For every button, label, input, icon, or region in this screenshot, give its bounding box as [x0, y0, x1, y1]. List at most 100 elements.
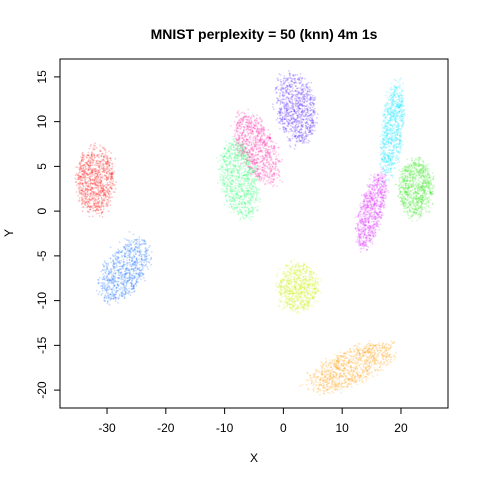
data-point: [255, 195, 258, 198]
data-point: [91, 197, 94, 200]
data-point: [102, 269, 104, 271]
data-point: [230, 148, 232, 150]
data-point: [78, 178, 80, 181]
data-point: [115, 290, 118, 293]
data-point: [89, 164, 92, 167]
data-point: [275, 87, 277, 89]
data-point: [83, 172, 86, 174]
data-point: [242, 144, 245, 147]
data-point: [80, 159, 83, 162]
data-point: [117, 284, 120, 287]
data-point: [83, 171, 86, 174]
data-point: [298, 81, 301, 84]
data-point: [93, 204, 95, 207]
data-point: [117, 268, 119, 271]
data-point: [255, 118, 258, 120]
data-point: [84, 193, 87, 196]
data-point: [255, 154, 258, 157]
data-point: [310, 122, 313, 124]
data-point: [111, 177, 113, 180]
data-point: [97, 201, 99, 204]
data-point: [251, 215, 254, 218]
data-point: [252, 173, 255, 176]
data-point: [134, 283, 137, 285]
data-point: [399, 97, 401, 100]
data-point: [131, 249, 134, 252]
data-point: [125, 291, 127, 294]
data-point: [257, 130, 259, 133]
data-point: [145, 258, 148, 260]
data-point: [111, 289, 113, 291]
data-point: [262, 126, 265, 129]
data-point: [108, 277, 110, 280]
data-point: [124, 285, 127, 288]
data-point: [85, 172, 88, 175]
data-point: [111, 173, 113, 176]
data-point: [112, 295, 115, 298]
data-point: [399, 130, 401, 132]
data-point: [114, 291, 117, 294]
data-point: [77, 182, 80, 185]
data-point: [241, 147, 244, 149]
data-point: [110, 175, 113, 178]
data-point: [380, 123, 383, 126]
data-point: [98, 182, 101, 184]
data-point: [111, 171, 113, 174]
data-point: [96, 209, 99, 212]
data-point: [118, 293, 121, 296]
data-point: [111, 264, 114, 267]
data-point: [88, 180, 90, 182]
data-point: [222, 178, 225, 181]
data-point: [269, 172, 271, 175]
data-point: [258, 197, 260, 200]
data-point: [262, 180, 265, 183]
data-point: [110, 193, 112, 195]
data-point: [99, 206, 101, 209]
data-point: [394, 159, 397, 162]
data-point: [133, 274, 136, 277]
data-point: [125, 259, 128, 262]
data-point: [134, 260, 137, 263]
data-point: [122, 283, 125, 286]
data-point: [287, 85, 289, 87]
data-point: [258, 133, 261, 135]
data-point: [124, 237, 126, 240]
data-point: [81, 152, 84, 155]
data-point: [309, 126, 311, 129]
data-point: [127, 239, 129, 242]
data-point: [113, 279, 116, 282]
data-point: [108, 161, 111, 164]
data-point: [286, 105, 289, 108]
data-point: [119, 288, 122, 291]
data-point: [306, 127, 309, 130]
data-point: [305, 107, 308, 110]
data-point: [249, 159, 251, 162]
data-point: [131, 274, 133, 277]
data-point: [87, 189, 90, 191]
data-point: [116, 276, 119, 279]
data-point: [312, 130, 314, 132]
data-point: [90, 191, 93, 193]
data-point: [133, 290, 136, 293]
data-point: [106, 160, 109, 163]
data-point: [89, 193, 92, 196]
data-point: [132, 276, 135, 279]
data-point: [130, 256, 133, 259]
data-point: [139, 251, 142, 254]
data-point: [113, 284, 116, 287]
data-point: [115, 259, 117, 261]
data-point: [261, 170, 264, 173]
data-point: [250, 173, 253, 176]
data-point: [126, 250, 128, 253]
data-point: [114, 296, 117, 299]
data-point: [112, 293, 115, 295]
data-point: [95, 192, 98, 195]
data-point: [99, 182, 102, 185]
data-point: [86, 203, 89, 205]
data-point: [288, 70, 290, 72]
data-point: [246, 178, 249, 181]
data-point: [120, 294, 123, 297]
data-point: [245, 158, 247, 161]
data-point: [128, 279, 131, 281]
data-point: [85, 192, 88, 195]
